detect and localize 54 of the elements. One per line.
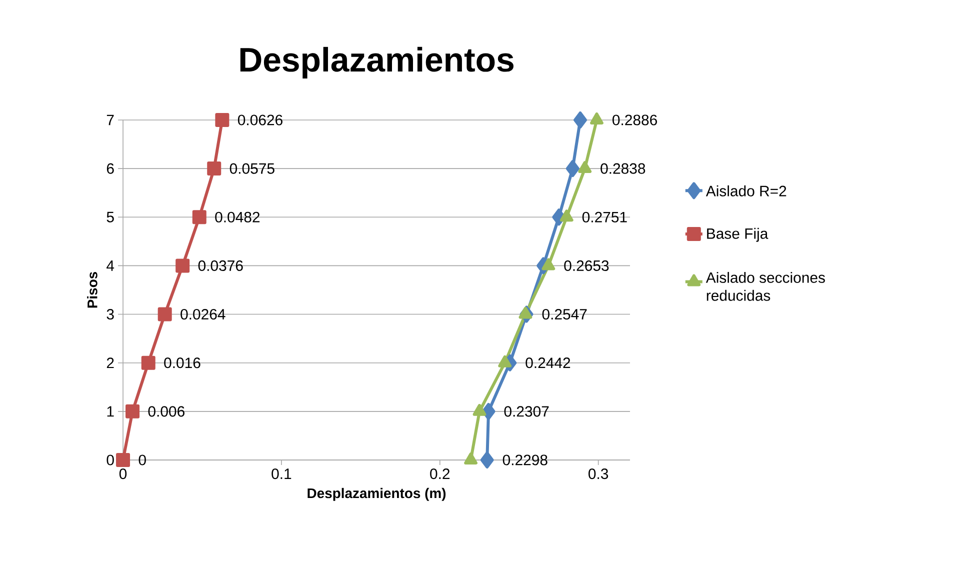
point — [141, 356, 156, 370]
annotation: 0.0264 — [180, 308, 226, 320]
point — [590, 112, 604, 124]
y-tick-label: 7 — [106, 114, 114, 126]
point — [498, 355, 512, 368]
point — [560, 210, 574, 222]
point — [215, 112, 230, 127]
point — [472, 404, 486, 416]
point — [482, 402, 496, 420]
x-axis-title: Desplazamientos (m) — [308, 488, 446, 501]
x-tick-label: 0.3 — [588, 468, 608, 480]
annotation: 0.0376 — [198, 260, 243, 271]
legend-label: Base Fija — [707, 228, 768, 242]
y-tick-label: 1 — [107, 406, 114, 417]
chart-title: Desplazamientos — [240, 46, 514, 78]
point — [207, 162, 222, 176]
annotation: 0.0626 — [238, 114, 282, 126]
legend-label: Aislado R=2 — [706, 185, 786, 196]
x-tick-label: 0.1 — [272, 468, 292, 480]
x-tick-label: 0.2 — [430, 468, 450, 480]
point — [192, 210, 206, 224]
y-tick-label: 6 — [106, 163, 114, 174]
y-tick-label: 5 — [106, 212, 114, 222]
point — [566, 160, 580, 178]
point — [116, 452, 130, 467]
point — [518, 306, 532, 319]
annotation: 0.2653 — [564, 260, 609, 271]
annotation: 0.2298 — [502, 454, 548, 466]
x-tick-label: 0 — [119, 468, 127, 480]
annotation: 0.016 — [164, 358, 200, 368]
annotation: 0 — [138, 454, 146, 466]
point — [176, 258, 190, 273]
annotation: 0.2886 — [612, 114, 657, 126]
annotation: 0.0575 — [230, 163, 274, 174]
annotation: 0.0482 — [215, 212, 260, 222]
annotation: 0.2838 — [600, 163, 646, 174]
y-tick-label: 2 — [106, 358, 114, 368]
y-axis-title: Pisos — [87, 272, 98, 308]
y-tick-label: 3 — [106, 308, 114, 320]
point — [126, 404, 140, 418]
y-tick-label: 0 — [106, 454, 114, 466]
annotation: 0.2547 — [542, 308, 587, 320]
annotation: 0.2751 — [582, 212, 627, 222]
legend-label: Aislado secciones reducidas — [706, 272, 825, 301]
annotation: 0.2307 — [504, 406, 549, 417]
point — [542, 258, 556, 270]
point — [480, 451, 494, 468]
point — [158, 307, 172, 322]
annotation: 0.2442 — [526, 358, 570, 368]
point — [578, 161, 592, 174]
point — [574, 111, 588, 128]
annotation: 0.006 — [148, 406, 184, 417]
y-tick-label: 4 — [106, 260, 114, 271]
point — [464, 452, 478, 464]
